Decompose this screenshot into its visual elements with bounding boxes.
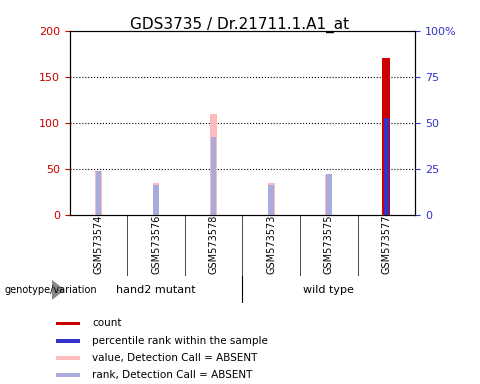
Text: genotype/variation: genotype/variation: [5, 285, 97, 295]
Bar: [384, 118, 389, 215]
Bar: [210, 114, 217, 215]
FancyBboxPatch shape: [57, 373, 80, 377]
Text: percentile rank within the sample: percentile rank within the sample: [92, 336, 268, 346]
FancyBboxPatch shape: [57, 339, 80, 343]
Bar: [96, 171, 101, 215]
FancyBboxPatch shape: [57, 356, 80, 360]
Bar: [268, 185, 274, 215]
Bar: [211, 137, 216, 215]
Bar: [95, 171, 102, 215]
Text: GSM573573: GSM573573: [266, 215, 276, 274]
FancyBboxPatch shape: [57, 321, 80, 325]
Bar: [326, 174, 332, 215]
Text: GSM573575: GSM573575: [324, 215, 334, 274]
Bar: [153, 185, 159, 215]
Bar: [268, 183, 275, 215]
Text: GSM573578: GSM573578: [209, 215, 218, 274]
Text: rank, Detection Call = ABSENT: rank, Detection Call = ABSENT: [92, 370, 253, 380]
Text: count: count: [92, 318, 122, 328]
Text: GSM573574: GSM573574: [94, 215, 103, 274]
Text: hand2 mutant: hand2 mutant: [116, 285, 196, 295]
Text: GSM573577: GSM573577: [382, 215, 391, 274]
Bar: [325, 175, 332, 215]
Text: GSM573576: GSM573576: [151, 215, 161, 274]
Text: value, Detection Call = ABSENT: value, Detection Call = ABSENT: [92, 353, 258, 363]
Bar: [383, 58, 390, 215]
Bar: [153, 183, 159, 215]
Text: wild type: wild type: [303, 285, 354, 295]
Text: GDS3735 / Dr.21711.1.A1_at: GDS3735 / Dr.21711.1.A1_at: [131, 17, 349, 33]
Polygon shape: [52, 281, 64, 299]
